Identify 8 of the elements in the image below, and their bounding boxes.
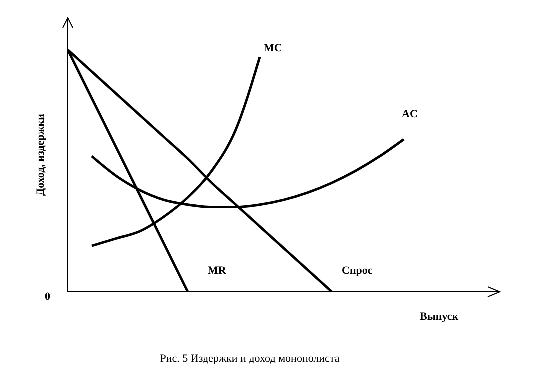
- y-axis-title: Доход, издержки: [35, 113, 47, 196]
- text: 0: [45, 291, 51, 303]
- text: MR: [208, 265, 228, 277]
- x-axis-title: Выпуск: [420, 311, 460, 323]
- series-label: Спрос: [342, 265, 373, 277]
- series-label: MC: [264, 42, 282, 54]
- series-label: AC: [402, 108, 418, 121]
- text: Рис. 5 Издержки и доход монополиста: [160, 353, 340, 365]
